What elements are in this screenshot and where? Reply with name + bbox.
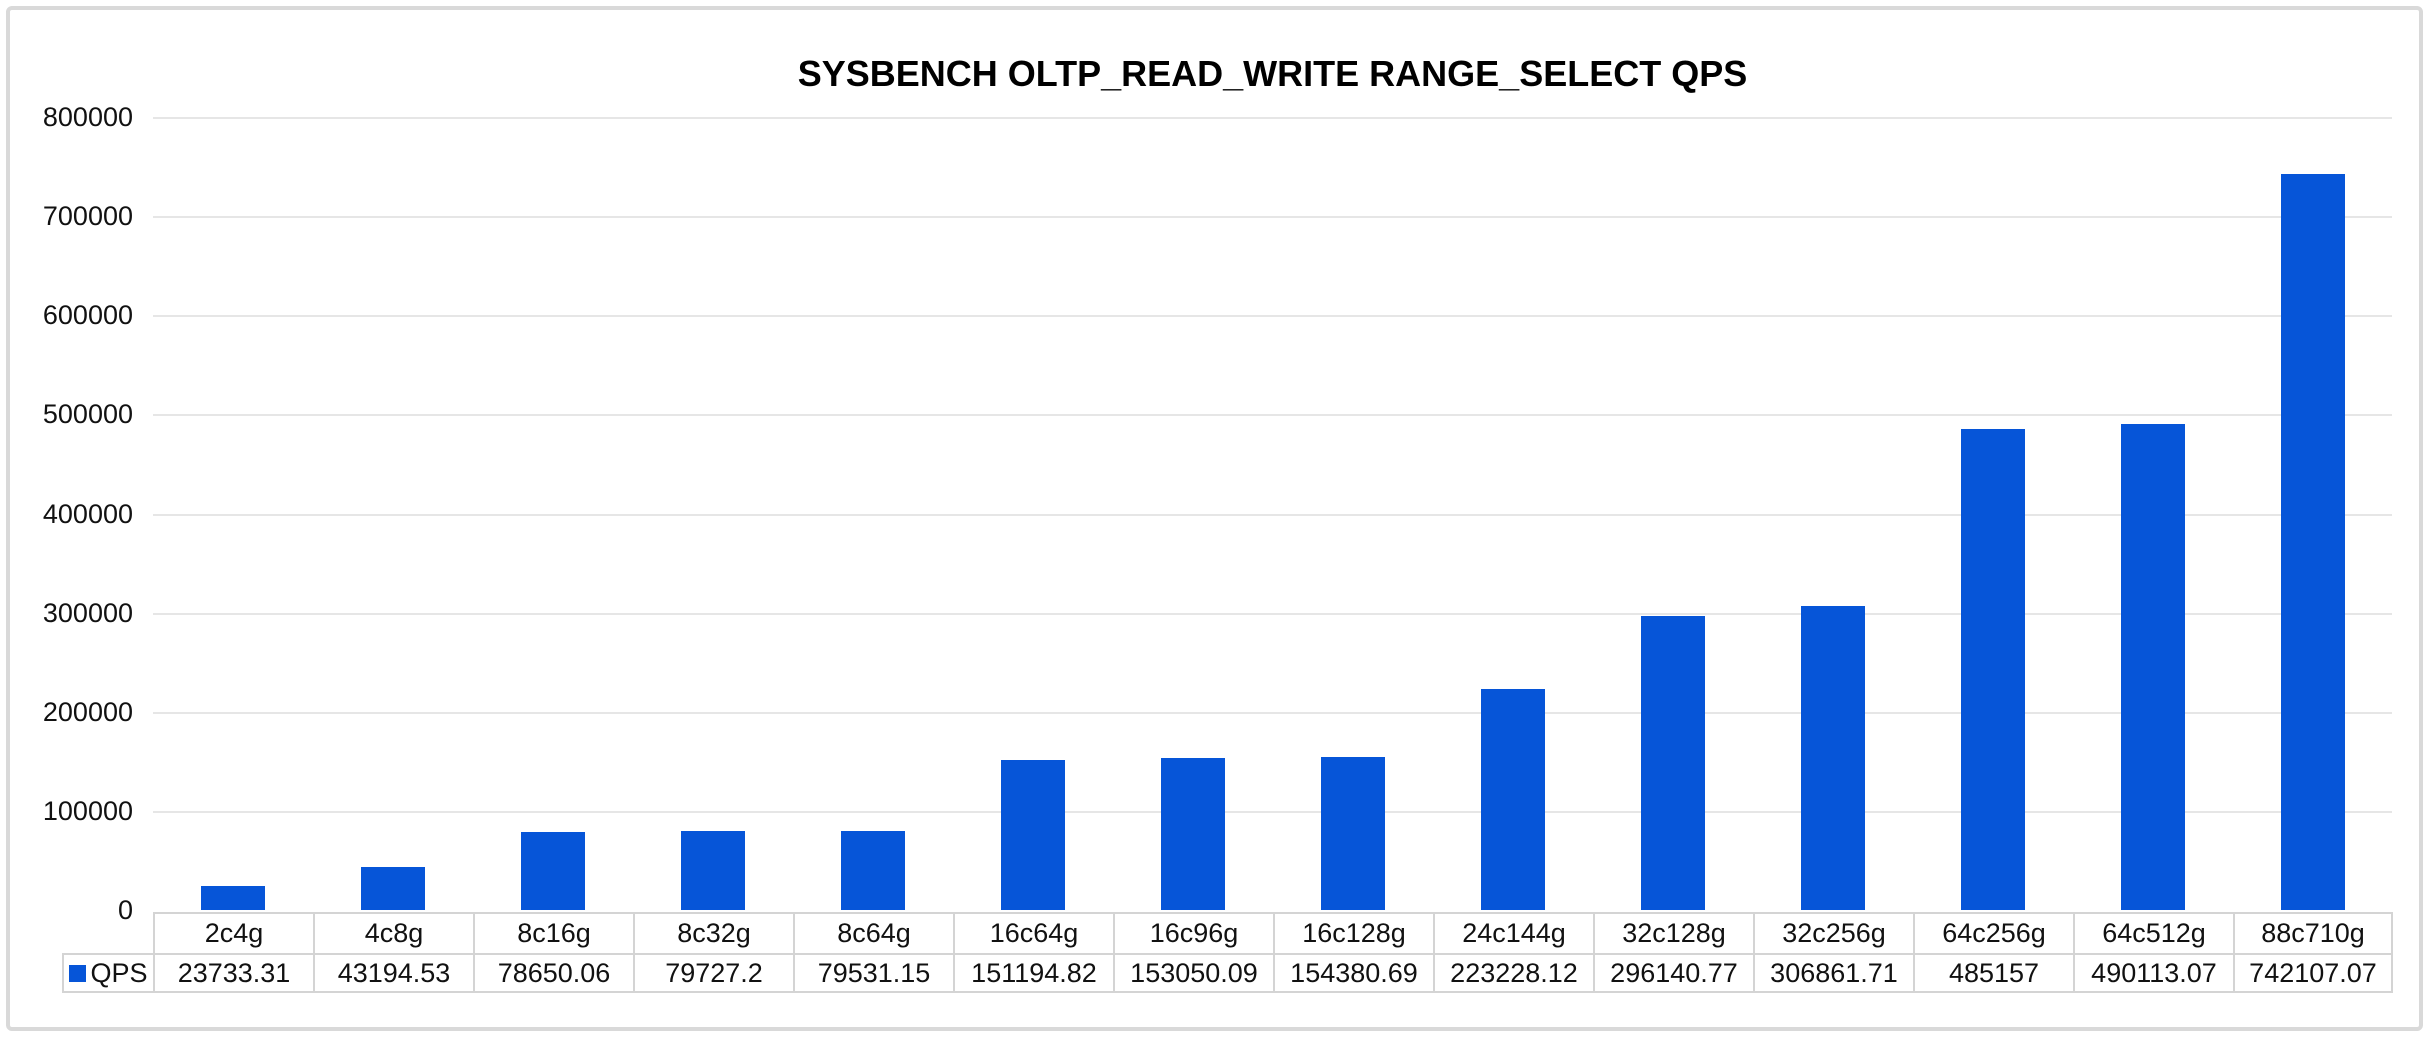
bar-16c64g [1001,760,1065,910]
bar-88c710g [2281,174,2345,910]
gridline [153,315,2392,317]
legend-cell: QPS [62,953,153,993]
gridline [153,514,2392,516]
bar-32c256g [1801,606,1865,910]
bar-2c4g [201,886,265,910]
value-cell-32c256g: 306861.71 [1753,953,1913,993]
value-cell-88c710g: 742107.07 [2233,953,2393,993]
bar-8c16g [521,832,585,910]
bar-64c256g [1961,429,2025,910]
bar-32c128g [1641,616,1705,910]
value-cell-64c512g: 490113.07 [2073,953,2233,993]
value-cell-32c128g: 296140.77 [1593,953,1753,993]
gridline [153,613,2392,615]
y-axis-tick-label: 300000 [42,598,133,628]
value-cell-4c8g: 43194.53 [313,953,473,993]
y-axis-tick-label: 200000 [42,697,133,727]
y-axis-tick-label: 800000 [42,102,133,132]
category-label-64c256g: 64c256g [1913,912,2073,953]
chart-frame-border [6,6,2423,1031]
y-axis-tick-label: 700000 [42,201,133,231]
value-cell-8c32g: 79727.2 [633,953,793,993]
category-label-16c128g: 16c128g [1273,912,1433,953]
category-label-2c4g: 2c4g [153,912,313,953]
category-label-64c512g: 64c512g [2073,912,2233,953]
value-cell-24c144g: 223228.12 [1433,953,1593,993]
value-cell-16c64g: 151194.82 [953,953,1113,993]
legend-series-label: QPS [90,957,148,988]
value-cell-16c128g: 154380.69 [1273,953,1433,993]
bar-24c144g [1481,689,1545,910]
category-label-8c16g: 8c16g [473,912,633,953]
category-label-8c32g: 8c32g [633,912,793,953]
table-corner-spacer [62,912,153,953]
y-axis-tick-label: 600000 [42,300,133,330]
value-cell-8c16g: 78650.06 [473,953,633,993]
category-label-32c256g: 32c256g [1753,912,1913,953]
bar-8c64g [841,831,905,910]
plot-area [153,117,2392,910]
bar-16c96g [1161,758,1225,910]
value-cell-2c4g: 23733.31 [153,953,313,993]
bar-64c512g [2121,424,2185,910]
y-axis-tick-label: 0 [117,895,133,925]
bar-16c128g [1321,757,1385,910]
category-label-8c64g: 8c64g [793,912,953,953]
gridline [153,216,2392,218]
gridline [153,414,2392,416]
bar-8c32g [681,831,745,910]
category-label-32c128g: 32c128g [1593,912,1753,953]
legend-swatch-icon [69,964,87,982]
gridline [153,712,2392,714]
y-axis-tick-label: 400000 [42,499,133,529]
chart-title: SYSBENCH OLTP_READ_WRITE RANGE_SELECT QP… [797,53,1748,95]
data-table: 2c4g 4c8g 8c16g 8c32g 8c64g 16c64g 16c96g 16c12… [62,912,2393,993]
category-label-16c96g: 16c96g [1113,912,1273,953]
bar-4c8g [361,867,425,910]
value-cell-64c256g: 485157 [1913,953,2073,993]
category-label-88c710g: 88c710g [2233,912,2393,953]
category-label-16c64g: 16c64g [953,912,1113,953]
category-label-24c144g: 24c144g [1433,912,1593,953]
category-label-4c8g: 4c8g [313,912,473,953]
value-cell-8c64g: 79531.15 [793,953,953,993]
value-cell-16c96g: 153050.09 [1113,953,1273,993]
y-axis-tick-label: 500000 [42,399,133,429]
gridline [153,811,2392,813]
y-axis-tick-label: 100000 [42,796,133,826]
gridline [153,117,2392,119]
